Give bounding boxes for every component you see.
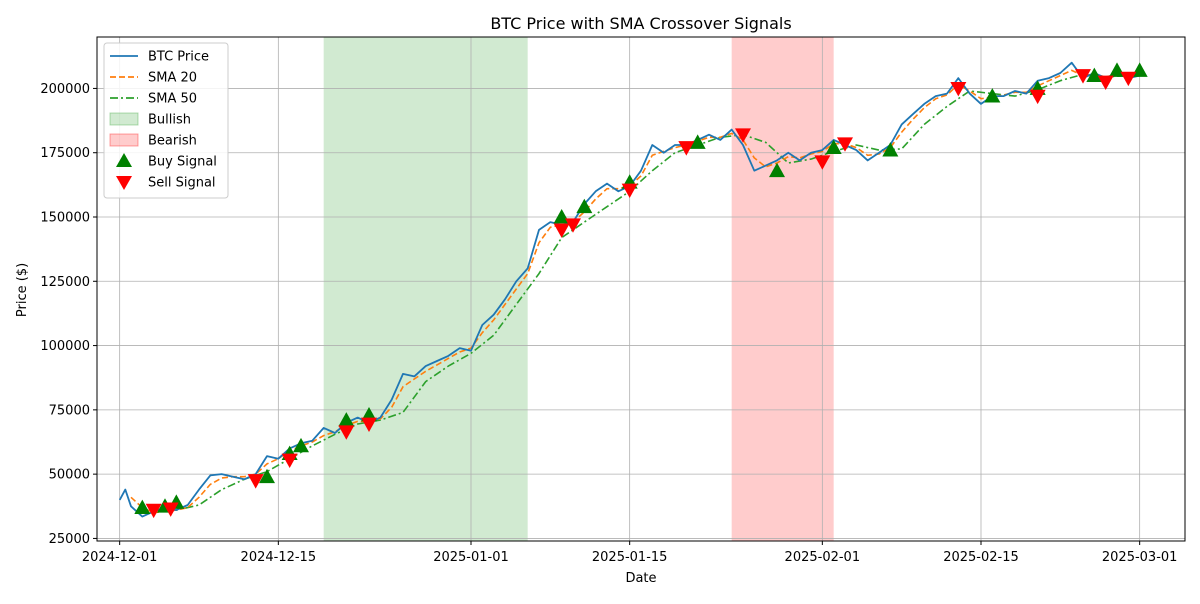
x-tick-label: 2025-01-15 bbox=[592, 550, 668, 565]
y-tick-label: 50000 bbox=[49, 468, 90, 483]
y-ticks: 25000 50000 75000 100000 125000 150000 175000 2… bbox=[40, 82, 97, 547]
buy-signal-marker bbox=[259, 468, 275, 484]
plot-frame bbox=[96, 36, 1186, 542]
legend-swatch bbox=[109, 133, 139, 147]
series-sma-50 bbox=[153, 73, 1140, 511]
buy-signal-marker bbox=[984, 88, 1001, 103]
legend-label: BTC Price bbox=[148, 50, 209, 65]
sell-signal-marker bbox=[565, 218, 581, 233]
legend-label: Bullish bbox=[148, 113, 191, 128]
grid bbox=[97, 37, 1185, 541]
sell-signal-marker bbox=[814, 155, 831, 170]
series-btc-price bbox=[118, 61, 1140, 518]
buy-signal-marker bbox=[825, 139, 842, 154]
y-tick-label: 125000 bbox=[40, 275, 90, 290]
legend-label: Bearish bbox=[148, 134, 197, 149]
y-tick-label: 150000 bbox=[40, 211, 90, 226]
shaded-regions bbox=[323, 37, 834, 541]
y-tick-label: 25000 bbox=[49, 532, 90, 547]
sell-signal-marker bbox=[338, 425, 355, 440]
region-bullish bbox=[323, 37, 528, 541]
sell-signal-marker bbox=[162, 502, 179, 517]
buy-signal-marker bbox=[1109, 62, 1125, 77]
legend-label: SMA 20 bbox=[148, 71, 197, 86]
x-tick-label: 2024-12-01 bbox=[82, 550, 158, 565]
sell-signal-marker bbox=[950, 82, 967, 97]
x-tick-label: 2025-01-01 bbox=[433, 550, 509, 565]
x-tick-label: 2025-02-01 bbox=[785, 550, 861, 565]
x-tick-label: 2025-03-01 bbox=[1102, 550, 1178, 565]
buy-signal-marker bbox=[134, 499, 151, 514]
sell-signal-marker bbox=[1120, 71, 1137, 87]
y-tick-label: 200000 bbox=[40, 82, 90, 97]
legend-swatch bbox=[109, 112, 139, 126]
y-axis-label: Price ($) bbox=[15, 263, 30, 317]
sell-signal-marker bbox=[361, 417, 377, 432]
legend-box bbox=[103, 42, 229, 199]
buy-signal-marker bbox=[1131, 62, 1148, 77]
legend-swatch bbox=[116, 176, 132, 190]
buy-signal-marker bbox=[689, 134, 706, 149]
legend-label: Sell Signal bbox=[148, 176, 216, 191]
y-tick-label: 100000 bbox=[40, 339, 90, 354]
sell-signal-marker bbox=[553, 223, 570, 238]
buy-signal-marker bbox=[576, 198, 593, 214]
chart-title: BTC Price with SMA Crossover Signals bbox=[490, 14, 791, 33]
sell-signal-marker bbox=[247, 474, 264, 489]
sell-signal-marker bbox=[1097, 75, 1114, 90]
x-tick-label: 2025-02-15 bbox=[943, 550, 1019, 565]
signal-markers bbox=[134, 62, 1148, 519]
buy-signal-marker bbox=[338, 412, 355, 427]
legend-label: Buy Signal bbox=[148, 155, 217, 170]
buy-signal-marker bbox=[769, 162, 785, 178]
sell-signal-marker bbox=[735, 128, 751, 143]
y-tick-label: 75000 bbox=[49, 403, 90, 418]
sell-signal-marker bbox=[1029, 89, 1046, 105]
buy-signal-marker bbox=[882, 142, 899, 157]
legend: BTC Price SMA 20 SMA 50 Bullish Bearish Buy S… bbox=[103, 42, 229, 199]
legend-label: SMA 50 bbox=[148, 92, 197, 107]
buy-signal-marker bbox=[293, 437, 309, 453]
y-tick-label: 175000 bbox=[40, 146, 90, 161]
sell-signal-marker bbox=[1075, 69, 1091, 84]
sell-signal-marker bbox=[281, 453, 298, 468]
x-axis-label: Date bbox=[625, 571, 656, 586]
region-bearish bbox=[731, 37, 834, 541]
series-sma-20 bbox=[130, 69, 1140, 514]
buy-signal-marker bbox=[553, 209, 570, 224]
x-ticks: 2024-12-01 2024-12-15 2025-01-01 2025-01-15… bbox=[82, 541, 1178, 565]
sell-signal-marker bbox=[145, 503, 162, 519]
sell-signal-marker bbox=[837, 137, 853, 152]
buy-signal-marker bbox=[1086, 67, 1103, 82]
sell-signal-marker bbox=[621, 183, 638, 198]
sell-signal-marker bbox=[678, 141, 695, 156]
legend-swatch bbox=[116, 153, 132, 167]
x-tick-label: 2024-12-15 bbox=[241, 550, 317, 565]
